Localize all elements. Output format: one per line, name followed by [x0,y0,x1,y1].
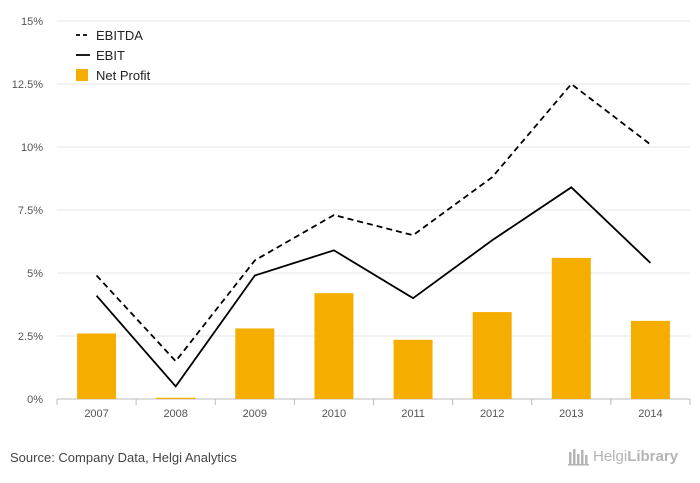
y-tick-label: 12.5% [12,79,43,91]
x-tick-label: 2014 [638,408,662,420]
bar-net-profit [77,333,117,399]
legend-label-ebit: EBIT [96,48,125,63]
bar-net-profit [630,320,670,399]
bar-net-profit [551,257,591,399]
bar-net-profit [156,397,196,399]
bar-net-profit [314,293,354,399]
y-tick-label: 2.5% [18,331,43,343]
y-tick-label: 0% [27,394,43,406]
legend-label-ebitda: EBITDA [96,28,143,43]
x-tick-label: 2007 [84,408,108,420]
series-line-ebit [95,186,652,388]
bar-net-profit [472,312,512,399]
y-tick-label: 10% [21,142,43,154]
legend-label-net-profit: Net Profit [96,68,151,83]
logo-text-library: Library [627,447,679,465]
y-tick-label: 5% [27,268,43,280]
logo-text-helgi: Helgi [593,447,628,465]
legend-swatch-net-profit [76,69,88,81]
y-tick-label: 15% [21,16,43,28]
x-tick-label: 2008 [163,408,187,420]
y-tick-label: 7.5% [18,205,43,217]
x-tick-label: 2013 [559,408,583,420]
x-tick-label: 2010 [322,408,346,420]
library-icon [568,449,589,466]
x-tick-label: 2012 [480,408,504,420]
bar-net-profit [393,339,433,399]
helgi-library-logo[interactable]: HelgiLibrary [568,446,678,466]
x-tick-label: 2009 [243,408,267,420]
source-note: Source: Company Data, Helgi Analytics [10,450,237,465]
chart-area: 0% 2.5% 5% 7.5% 10% 12.5% 15% 2007 2008 2009 2010 2… [12,16,691,420]
bar-net-profit [235,328,275,399]
x-tick-label: 2011 [401,408,425,420]
